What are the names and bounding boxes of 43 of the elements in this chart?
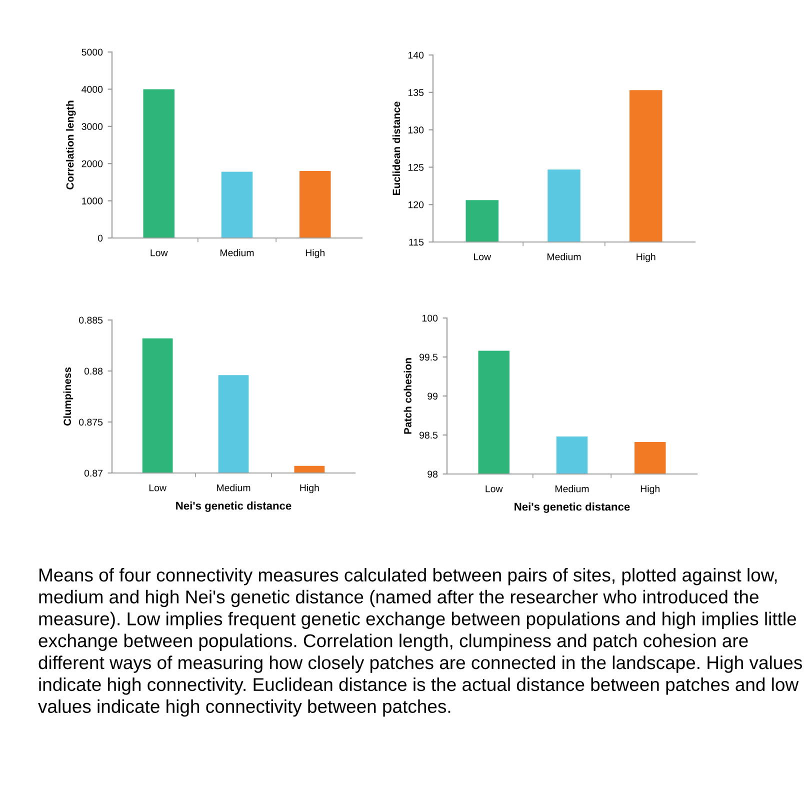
x-axis-title: Nei's genetic distance bbox=[514, 502, 630, 513]
y-axis-title: Patch cohesion bbox=[404, 358, 412, 434]
x-tick-label: Medium bbox=[220, 249, 254, 256]
x-tick-label: High bbox=[640, 485, 660, 494]
text: Means of four connectivity measures calculated between pairs of sites, plotted against low, medium and high Nei's genetic distance (named after the researcher who introduced the measure). Low implies frequent genetic exchange between populations and high implies little exchange between populations. Correlation length, clumpiness and patch cohesion are different ways of measuring how closely patches are connected in the landscape. High values indicate high connectivity. Euclidean distance is the actual distance between patches and low values indicate high connectivity between patches. bbox=[38, 568, 802, 717]
y-tick-label: 125 bbox=[408, 164, 424, 171]
x-tick-label: Low bbox=[474, 253, 492, 260]
y-axis-title: Correlation length bbox=[66, 100, 76, 190]
y-tick-label: 120 bbox=[408, 201, 424, 208]
y-tick-label: 100 bbox=[422, 314, 438, 322]
y-tick-label: 115 bbox=[409, 238, 424, 246]
y-tick-label: 0.885 bbox=[79, 316, 103, 324]
y-tick-label: 98.5 bbox=[420, 432, 438, 439]
y-axis-title: Clumpiness bbox=[63, 367, 74, 426]
y-tick-label: 0.88 bbox=[84, 368, 103, 375]
bar bbox=[221, 172, 253, 238]
x-tick-label: Low bbox=[150, 249, 168, 256]
x-tick-label: Low bbox=[486, 485, 503, 492]
y-tick-label: 98 bbox=[428, 470, 438, 478]
y-tick-label: 99.5 bbox=[420, 354, 438, 361]
y-tick-label: 130 bbox=[408, 126, 424, 134]
x-tick-label: Medium bbox=[548, 253, 581, 260]
bar bbox=[143, 89, 174, 238]
x-tick-label: Low bbox=[149, 484, 167, 492]
bar bbox=[300, 171, 331, 238]
y-axis-title: Euclidean distance bbox=[392, 102, 400, 195]
x-tick-label: High bbox=[306, 249, 324, 258]
x-tick-label: High bbox=[636, 253, 656, 262]
y-tick-label: 1000 bbox=[82, 198, 103, 204]
x-tick-label: Medium bbox=[217, 484, 250, 492]
y-tick-label: 0.87 bbox=[84, 470, 102, 477]
y-tick-label: 0.875 bbox=[79, 418, 103, 426]
x-tick-label: High bbox=[300, 484, 319, 494]
y-tick-label: 2000 bbox=[82, 160, 103, 168]
y-tick-label: 4000 bbox=[82, 86, 103, 93]
y-tick-label: 3000 bbox=[82, 123, 103, 130]
y-tick-label: 135 bbox=[408, 89, 424, 96]
y-tick-label: 140 bbox=[408, 52, 424, 59]
y-tick-label: 0 bbox=[98, 234, 103, 242]
x-tick-label: Medium bbox=[556, 485, 589, 492]
y-tick-label: 99 bbox=[428, 392, 438, 400]
y-tick-label: 5000 bbox=[82, 48, 103, 56]
x-axis-title: Nei's genetic distance bbox=[176, 502, 292, 512]
